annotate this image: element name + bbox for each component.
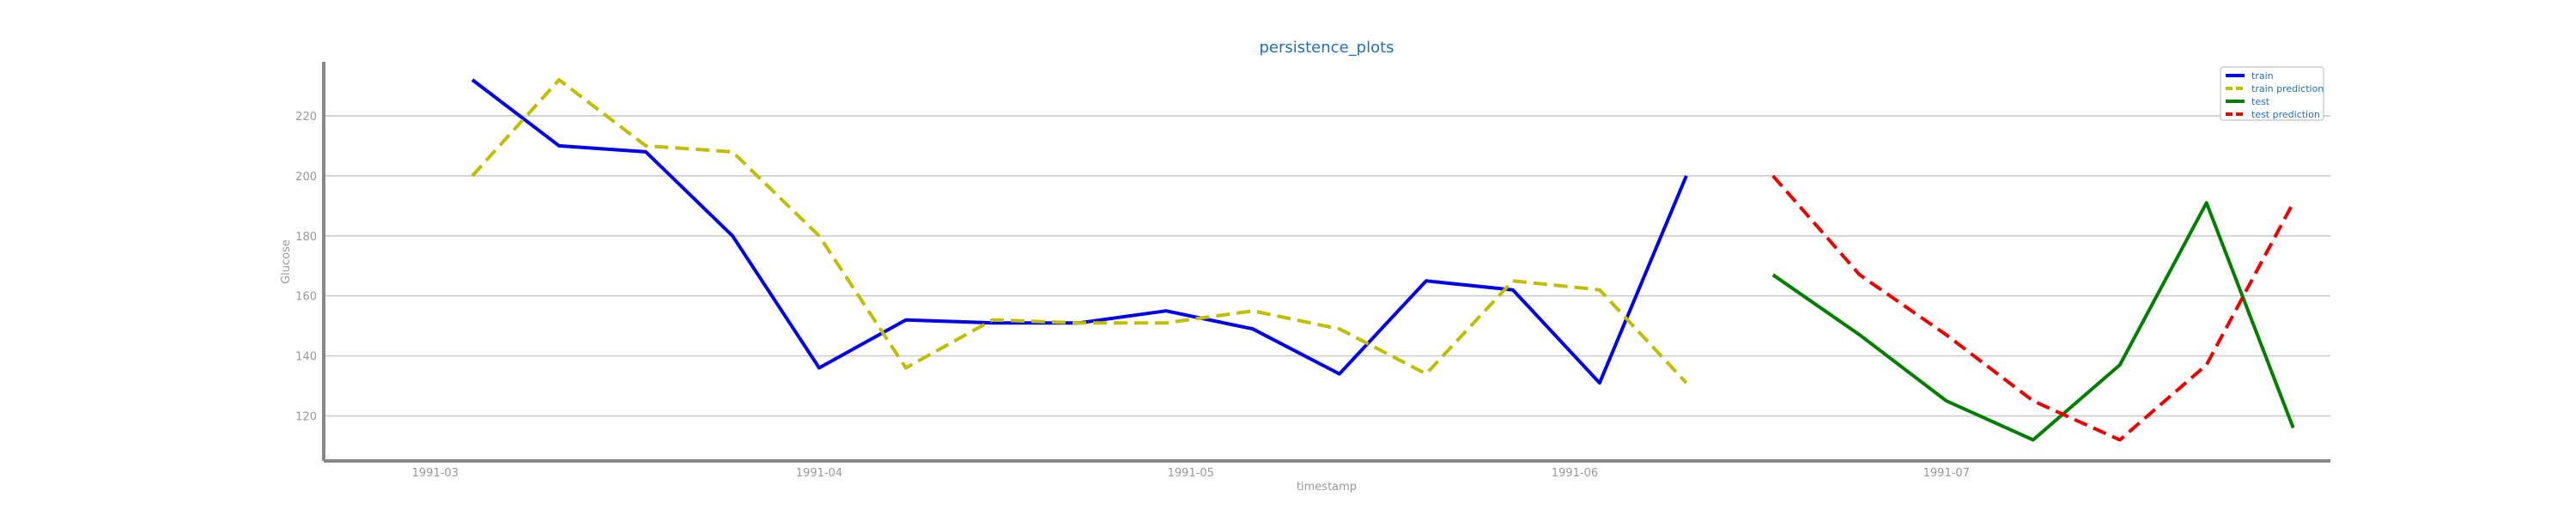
legend-label: train bbox=[2251, 70, 2274, 82]
tick-labels: 120 140 160 180 200 220 1991-03 1991-04 1991-05 1… bbox=[295, 111, 1970, 480]
y-tick-label: 120 bbox=[295, 411, 317, 424]
y-tick-label: 160 bbox=[295, 291, 317, 304]
x-tick-label: 1991-06 bbox=[1552, 467, 1598, 480]
series-line-train bbox=[471, 78, 1688, 385]
y-tick-label: 180 bbox=[295, 231, 317, 244]
legend-label: test prediction bbox=[2251, 109, 2320, 120]
grid-layer bbox=[324, 115, 2330, 417]
y-tick-label: 220 bbox=[295, 111, 317, 124]
chart-title: persistence_plots bbox=[1259, 39, 1394, 57]
legend-box bbox=[2220, 66, 2324, 121]
legend-label: test bbox=[2251, 96, 2270, 107]
x-tick-label: 1991-07 bbox=[1923, 467, 1970, 480]
y-tick-label: 200 bbox=[295, 171, 317, 184]
series-lines bbox=[471, 78, 2295, 442]
series-line-test-prediction bbox=[1771, 174, 2295, 442]
legend-label: train prediction bbox=[2251, 83, 2324, 94]
y-axis-label: Glucose bbox=[280, 239, 293, 284]
x-axis-label: timestamp bbox=[1297, 481, 1357, 494]
x-tick-label: 1991-04 bbox=[796, 467, 842, 480]
series-line-test bbox=[1771, 201, 2295, 442]
x-tick-label: 1991-03 bbox=[412, 467, 459, 480]
axes-spines bbox=[322, 62, 2330, 463]
y-tick-label: 140 bbox=[295, 351, 317, 364]
series-line-train-prediction bbox=[471, 78, 1688, 385]
x-tick-label: 1991-05 bbox=[1168, 467, 1214, 480]
